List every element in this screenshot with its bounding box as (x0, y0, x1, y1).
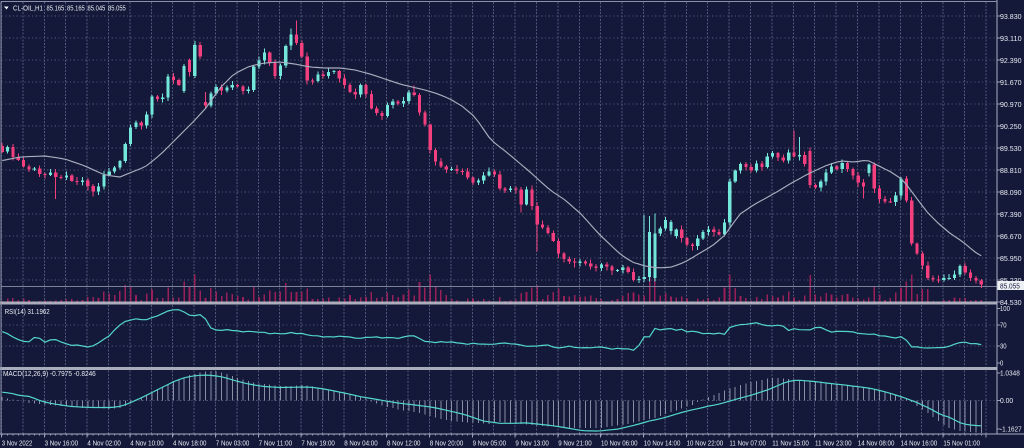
svg-text:90.250: 90.250 (1000, 122, 1022, 131)
svg-text:0: 0 (1000, 359, 1003, 368)
svg-text:30: 30 (1000, 342, 1007, 351)
svg-text:90.970: 90.970 (1000, 100, 1022, 109)
svg-text:88.810: 88.810 (1000, 166, 1022, 175)
svg-text:70: 70 (1000, 321, 1007, 330)
svg-text:91.670: 91.670 (1000, 78, 1022, 87)
svg-text:8 Nov 12:00: 8 Nov 12:00 (387, 439, 421, 448)
svg-text:11 Nov 07:00: 11 Nov 07:00 (729, 439, 766, 448)
svg-text:MACD(12,26,9) -0.7975 -0.8246: MACD(12,26,9) -0.7975 -0.8246 (3, 369, 96, 378)
svg-text:85.165: 85.165 (67, 3, 85, 12)
svg-text:7 Nov 19:00: 7 Nov 19:00 (301, 439, 335, 448)
svg-text:14 Nov 16:00: 14 Nov 16:00 (901, 439, 938, 448)
svg-text:0.00: 0.00 (1000, 396, 1013, 405)
svg-text:85.165: 85.165 (47, 3, 65, 12)
svg-text:85.230: 85.230 (1000, 276, 1022, 285)
svg-text:89.530: 89.530 (1000, 144, 1022, 153)
svg-text:8 Nov 04:00: 8 Nov 04:00 (344, 439, 378, 448)
svg-text:10 Nov 14:00: 10 Nov 14:00 (644, 439, 681, 448)
svg-text:85.055: 85.055 (108, 3, 126, 12)
svg-text:-1.1627: -1.1627 (1000, 425, 1022, 434)
svg-text:84.530: 84.530 (1000, 298, 1022, 307)
svg-text:85.045: 85.045 (88, 3, 106, 12)
svg-text:CL-OIL,H1: CL-OIL,H1 (13, 3, 43, 12)
svg-text:4 Nov 18:00: 4 Nov 18:00 (173, 439, 207, 448)
svg-text:9 Nov 21:00: 9 Nov 21:00 (558, 439, 592, 448)
svg-text:85.950: 85.950 (1000, 254, 1022, 263)
svg-text:11 Nov 15:00: 11 Nov 15:00 (772, 439, 809, 448)
svg-text:93.830: 93.830 (1000, 12, 1022, 21)
svg-text:7 Nov 03:00: 7 Nov 03:00 (216, 439, 250, 448)
svg-text:15 Nov 01:00: 15 Nov 01:00 (943, 439, 980, 448)
svg-text:7 Nov 11:00: 7 Nov 11:00 (259, 439, 293, 448)
svg-text:85.055: 85.055 (1000, 281, 1020, 290)
svg-text:4 Nov 02:00: 4 Nov 02:00 (87, 439, 121, 448)
svg-text:86.670: 86.670 (1000, 232, 1022, 241)
svg-text:8 Nov 20:00: 8 Nov 20:00 (430, 439, 464, 448)
svg-text:11 Nov 23:00: 11 Nov 23:00 (815, 439, 852, 448)
svg-text:14 Nov 08:00: 14 Nov 08:00 (858, 439, 895, 448)
svg-text:10 Nov 06:00: 10 Nov 06:00 (601, 439, 638, 448)
svg-text:88.090: 88.090 (1000, 188, 1022, 197)
svg-text:4 Nov 10:00: 4 Nov 10:00 (130, 439, 164, 448)
svg-text:RSI(14) 31.1962: RSI(14) 31.1962 (5, 307, 50, 316)
svg-text:87.390: 87.390 (1000, 210, 1022, 219)
svg-text:100: 100 (1000, 304, 1010, 313)
svg-text:1.0348: 1.0348 (1000, 369, 1020, 378)
svg-text:93.110: 93.110 (1000, 34, 1022, 43)
svg-text:3 Nov 16:00: 3 Nov 16:00 (45, 439, 79, 448)
svg-text:9 Nov 05:00: 9 Nov 05:00 (473, 439, 507, 448)
svg-text:9 Nov 13:00: 9 Nov 13:00 (515, 439, 549, 448)
svg-text:3 Nov 2022: 3 Nov 2022 (2, 439, 33, 448)
svg-text:10 Nov 22:00: 10 Nov 22:00 (687, 439, 724, 448)
svg-text:92.390: 92.390 (1000, 56, 1022, 65)
